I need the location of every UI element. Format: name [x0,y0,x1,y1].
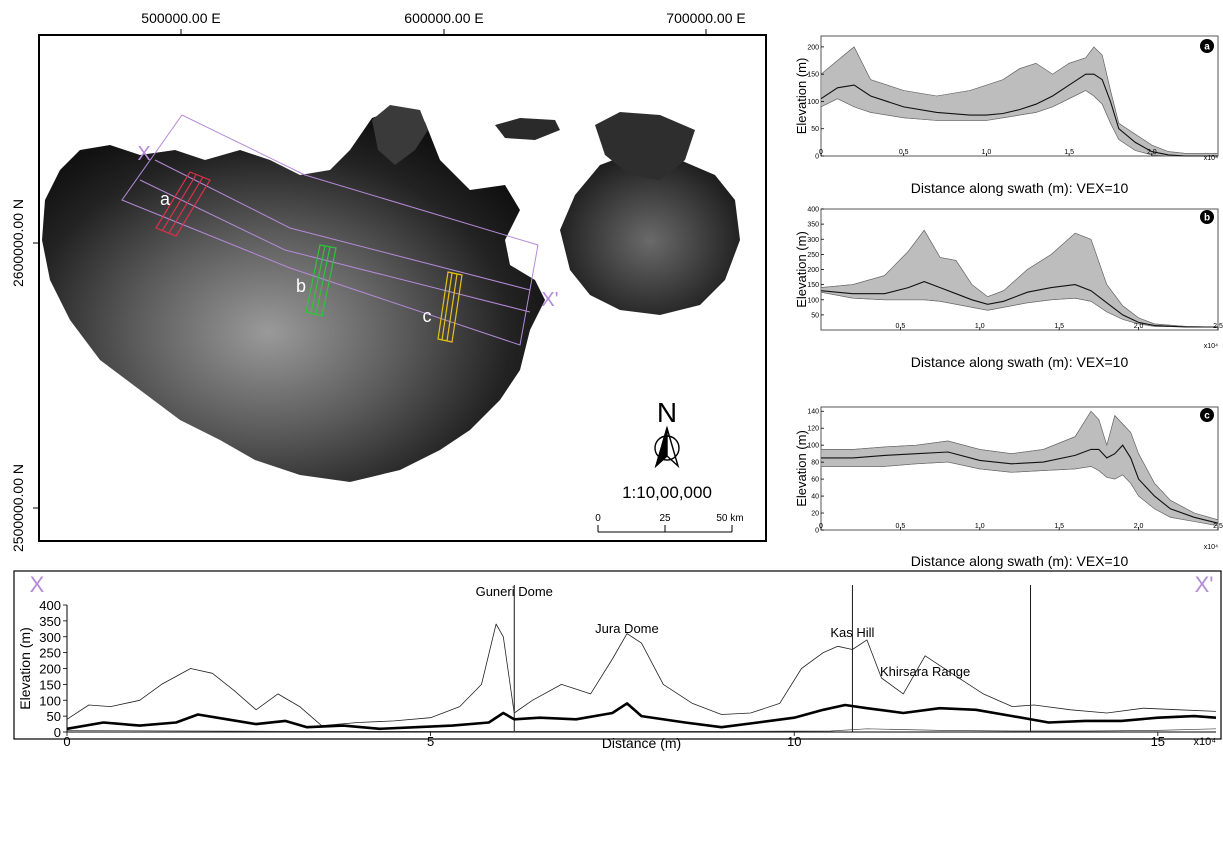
y-tick-label: 140 [807,409,819,416]
y-tick-label: 400 [39,598,61,613]
y-tick-label: 80 [811,460,819,467]
plot-frame [821,209,1218,330]
x-tick-label: 1.5 [1054,523,1064,530]
map-scale-ratio: 1:10,00,000 [622,483,712,502]
y-axis-label: Elevation (m) [17,627,33,709]
map-x-tick-label: 500000.00 E [141,10,220,26]
x-tick-label: 15 [1151,734,1165,749]
x-axis-label: Distance along swath (m): VEX=10 [911,354,1129,370]
x-axis-label: Distance (m) [602,735,681,751]
y-tick-label: 100 [807,443,819,450]
y-tick-label: 200 [807,44,819,51]
x-tick-label: 1.0 [982,149,992,156]
x-tick-label: 2.5 [1213,523,1223,530]
swath-a-label: a [160,189,171,209]
x-axis-label: Distance along swath (m): VEX=10 [911,180,1129,196]
y-axis-label: Elevation (m) [794,58,809,135]
y-tick-label: 50 [811,312,819,319]
y-tick-label: 250 [39,646,61,661]
y-tick-label: 350 [39,614,61,629]
swath-profile-a: 0 0.5 1.0 1.5 2.0 0 50 100 150 200 x10⁴ Distance al… [794,36,1218,196]
feature-annotation: Guneri Dome [476,584,553,599]
x-tick-label: 0 [63,734,70,749]
y-tick-label: 20 [811,511,819,518]
section-end-label: X' [1195,572,1214,597]
feature-annotation: Jura Dome [595,621,659,636]
section-start-label: X [30,572,45,597]
feature-annotation: Kas Hill [830,625,874,640]
swath-c-label: c [423,306,432,326]
y-tick-label: 50 [811,126,819,133]
y-tick-label: 300 [807,237,819,244]
y-tick-label: 150 [807,72,819,79]
scale-bar-label: 25 [659,513,671,524]
x-tick-label: 2.0 [1134,323,1144,330]
y-tick-label: 200 [39,662,61,677]
swath-profile-b: 0.5 1.0 1.5 2.0 2.5 50 100 150 200 250 300 350 400 x1… [794,207,1223,371]
x-multiplier: x10⁴ [1204,155,1218,162]
x-tick-label: 1.5 [1054,323,1064,330]
x-tick-label: 0.5 [896,523,906,530]
scale-bar-label: 50 km [716,513,743,524]
panel-badge-letter: c [1204,411,1210,422]
y-tick-label: 0 [815,154,819,161]
y-axis-label: Elevation (m) [794,231,809,308]
map-x-tick-label: 700000.00 E [666,10,745,26]
scale-bar-label: 0 [595,513,601,524]
dem-map-panel: 500000.00 E 600000.00 E 700000.00 E 2600… [10,10,766,552]
x-tick-label: 5 [427,734,434,749]
north-arrow-letter: N [657,397,677,428]
x-tick-label: 1.0 [975,323,985,330]
y-tick-label: 300 [39,630,61,645]
x-tick-label: 1.0 [975,523,985,530]
x-tick-label: 2.0 [1134,523,1144,530]
x-multiplier: x10⁴ [1194,736,1217,748]
y-tick-label: 100 [39,693,61,708]
y-tick-label: 0 [54,725,61,740]
y-tick-label: 200 [807,267,819,274]
section-frame [14,571,1221,739]
y-tick-label: 40 [811,494,819,501]
swath-b-label: b [296,276,306,296]
x-tick-label: 10 [787,734,801,749]
y-tick-label: 150 [39,677,61,692]
y-tick-label: 150 [807,282,819,289]
y-tick-label: 250 [807,252,819,259]
x-tick-label: 0 [819,523,823,530]
y-tick-label: 60 [811,477,819,484]
x-axis-label: Distance along swath (m): VEX=10 [911,553,1129,569]
map-x-tick-label: 600000.00 E [404,10,483,26]
section-end-label: X' [541,289,558,311]
panel-badge-letter: a [1204,42,1210,53]
panel-badge-letter: b [1204,213,1210,224]
y-tick-label: 350 [807,222,819,229]
y-axis-label: Elevation (m) [794,430,809,507]
y-tick-label: 50 [47,709,61,724]
section-start-label: X [137,143,150,165]
x-tick-label: 2.0 [1147,149,1157,156]
map-y-tick-label: 2500000.00 N [10,464,26,552]
feature-annotation: Khirsara Range [880,664,970,679]
x-tick-label: 1.5 [1064,149,1074,156]
y-tick-label: 100 [807,99,819,106]
x-tick-label: 2.5 [1213,323,1223,330]
x-tick-label: 0 [819,149,823,156]
x-tick-label: 0.5 [899,149,909,156]
y-tick-label: 400 [807,207,819,214]
y-tick-label: 0 [815,528,819,535]
x-tick-label: 0.5 [896,323,906,330]
x-multiplier: x10⁴ [1204,343,1218,350]
swath-profile-c: 0 0.5 1.0 1.5 2.0 2.5020406080100120140x10⁴Di… [794,407,1223,569]
y-tick-label: 120 [807,426,819,433]
x-multiplier: x10⁴ [1204,544,1218,551]
y-tick-label: 100 [807,297,819,304]
map-y-tick-label: 2600000.00 N [10,199,26,287]
